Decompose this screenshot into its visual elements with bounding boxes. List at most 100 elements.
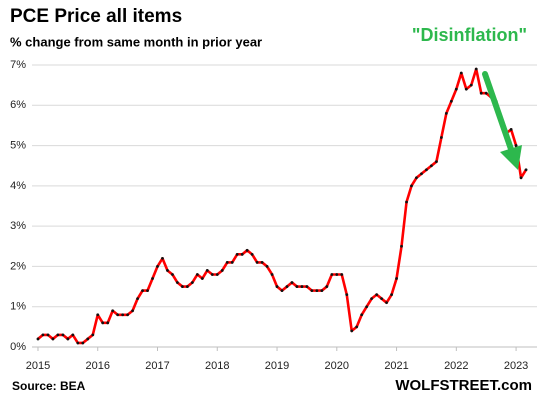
data-point [285,285,289,288]
x-tick-label: 2022 [444,360,468,372]
data-point [245,248,249,252]
data-point [345,293,349,297]
credit: WOLFSTREET.com [395,377,532,394]
data-point [36,337,40,341]
data-point [205,269,209,272]
data-point [365,305,369,309]
data-point [310,289,314,292]
data-point [126,313,130,317]
data-point [524,168,528,172]
data-point [300,285,304,288]
data-point [444,111,448,115]
data-point [61,333,65,337]
data-point [86,337,90,341]
data-point [390,293,393,297]
data-point [101,321,105,325]
y-tick-label: 3% [10,220,26,232]
data-point [315,289,319,292]
data-point [295,285,299,288]
data-point [116,313,120,317]
data-point [330,273,334,276]
data-point [469,83,473,87]
data-point [405,200,408,204]
data-point [435,160,438,164]
chart-title: PCE Price all items [10,6,182,27]
data-point [121,313,125,317]
data-point [275,285,279,288]
y-tick-label: 4% [10,180,26,192]
data-point [509,128,513,131]
data-point [340,273,344,276]
data-point [46,333,50,337]
chart-subtitle: % change from same month in prior year [10,34,262,49]
data-point [335,273,339,276]
data-point [250,252,254,256]
data-point [51,337,55,341]
data-point [290,281,294,284]
data-point [484,91,488,95]
data-point [185,285,189,288]
data-point [380,297,384,301]
data-point [240,252,244,256]
x-tick-label: 2021 [384,360,408,372]
data-point [215,273,219,276]
data-point [429,164,433,168]
x-tick-label: 2015 [26,360,50,372]
data-point [91,333,95,337]
data-point [265,265,269,268]
data-point [464,87,468,91]
data-point [474,67,478,71]
plot-area: 0% 1% 2% 3% 4% 5% 6% 7% 2015 2016 2017 2018 2019 2020… [10,59,537,372]
data-point [111,309,115,313]
data-point [305,285,309,288]
data-point [519,176,523,180]
data-point [156,265,159,268]
data-point [151,277,154,280]
annotation-arrow [482,71,522,170]
y-tick-label: 0% [10,341,26,353]
y-tick-label: 1% [10,301,26,313]
x-tick-label: 2016 [85,360,109,372]
data-point [76,341,80,345]
data-point [225,261,229,264]
y-tick-label: 2% [10,260,26,272]
data-point [71,333,75,337]
annotation: "Disinflation" [412,25,527,45]
data-point [220,269,224,272]
data-point [181,285,184,288]
data-point [235,252,239,256]
data-point [230,261,234,264]
data-point [200,277,204,280]
data-point [420,172,423,176]
y-tick-label: 6% [10,99,26,111]
data-point [370,297,374,301]
data-point [260,261,264,264]
data-point [190,281,194,284]
data-point [166,269,169,272]
data-point [66,337,70,341]
data-point [270,273,274,276]
data-point [425,168,428,172]
x-tick-label: 2020 [325,360,349,372]
data-point [136,297,140,301]
data-point [56,333,60,337]
data-point [400,244,403,248]
data-point [161,256,164,260]
data-point [96,313,100,317]
data-point [439,136,443,139]
data-point [81,341,85,345]
data-point [195,273,199,276]
x-tick-label: 2023 [504,360,528,372]
data-line [37,67,528,345]
data-point [325,285,329,288]
source: Source: BEA [12,379,86,393]
data-point [141,289,144,292]
data-point [255,261,259,264]
data-point [459,71,463,75]
data-point [355,325,359,329]
data-point [210,273,214,276]
data-point [514,144,518,147]
data-point [410,184,413,188]
x-tick-label: 2019 [265,360,289,372]
